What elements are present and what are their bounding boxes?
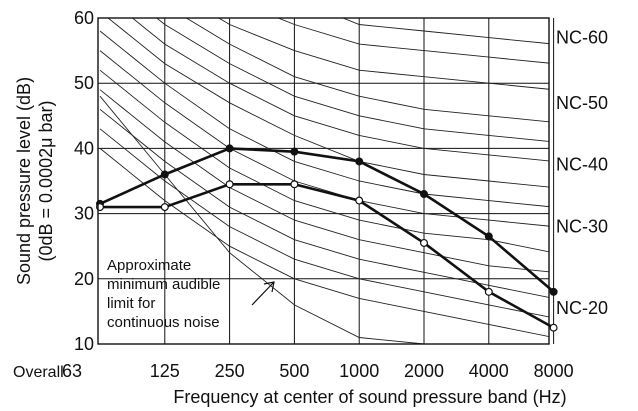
x-tick-label: 2000 xyxy=(404,361,444,381)
nc-label: NC-60 xyxy=(556,28,608,48)
series-1-line xyxy=(99,147,555,293)
nc-label: NC-50 xyxy=(556,93,608,113)
x-tick-labels: 63 125 250 500 1000 2000 4000 8000 xyxy=(62,361,574,381)
nc-curve-line xyxy=(185,18,549,123)
x-tick-label: 1000 xyxy=(339,361,379,381)
annotation-line: minimum audible xyxy=(107,276,220,293)
x-axis-first-label: Overall xyxy=(13,364,64,381)
series-1-point xyxy=(160,170,169,179)
nc-curve-line xyxy=(277,18,549,64)
annotation-line: Approximate xyxy=(107,257,191,274)
x-tick-label: 63 xyxy=(62,361,82,381)
y-tick-label: 10 xyxy=(74,334,94,354)
y-tick-label: 30 xyxy=(74,204,94,224)
plot-frame xyxy=(97,17,550,345)
x-tick-label: 125 xyxy=(150,361,180,381)
nc-curve-line xyxy=(99,69,549,253)
nc-curve-line xyxy=(99,148,549,338)
plot-border xyxy=(97,17,550,345)
x-tick-label: 250 xyxy=(215,361,245,381)
audible-limit-line xyxy=(99,95,429,344)
y-axis-label: Sound pressure level (dB) xyxy=(14,77,34,285)
series-1-point xyxy=(225,144,234,153)
annotation-line: continuous noise xyxy=(107,314,220,331)
nc-label: NC-20 xyxy=(556,298,608,318)
nc-curve-line xyxy=(99,128,549,318)
x-tick-label: 500 xyxy=(279,361,309,381)
nc-curves xyxy=(99,18,549,338)
measured-series xyxy=(95,144,558,332)
nc-label: NC-40 xyxy=(556,155,608,175)
series-1-point xyxy=(484,232,493,241)
y-axis-label-secondary: (0dB = 0.0002μ bar) xyxy=(36,101,56,262)
x-tick-label: 4000 xyxy=(469,361,509,381)
nc-curve-line xyxy=(131,18,549,162)
annotation: Approximate minimum audible limit for co… xyxy=(107,257,275,331)
annotation-arrowhead xyxy=(263,281,275,293)
series-2-point xyxy=(290,180,299,189)
y-tick-labels: 10 20 30 40 50 60 xyxy=(74,8,94,354)
y-tick-label: 40 xyxy=(74,138,94,158)
nc-curve-line xyxy=(217,18,549,90)
series-2-line xyxy=(100,183,555,329)
y-tick-label: 50 xyxy=(74,73,94,93)
nc-curve-line xyxy=(99,89,549,273)
y-tick-label: 20 xyxy=(74,269,94,289)
audible-limit-curve xyxy=(99,95,429,344)
nc-curve-line xyxy=(341,18,549,45)
series-1-point xyxy=(549,287,558,296)
series-2-point xyxy=(355,196,364,205)
nc-labels: NC-60 NC-50 NC-40 NC-30 NC-20 xyxy=(556,28,608,319)
x-axis-label: Frequency at center of sound pressure ba… xyxy=(173,387,566,407)
series-2-point xyxy=(420,238,429,247)
nc-curve-line xyxy=(155,18,549,142)
annotation-arrow xyxy=(251,281,275,306)
series-2-point xyxy=(484,287,493,296)
nc-label: NC-30 xyxy=(556,217,608,237)
series-2-point xyxy=(225,180,234,189)
nc-curve-line xyxy=(99,50,549,227)
series-2-point xyxy=(160,203,169,212)
series-1-point xyxy=(290,147,299,156)
nc-curve-line xyxy=(99,30,549,208)
series-1-point xyxy=(420,190,429,199)
x-tick-label: 8000 xyxy=(534,361,574,381)
series-1-point xyxy=(355,157,364,166)
series-2-point xyxy=(549,323,558,332)
nc-curve-line xyxy=(107,18,549,188)
y-tick-label: 60 xyxy=(74,8,94,28)
annotation-line: limit for xyxy=(107,295,155,312)
